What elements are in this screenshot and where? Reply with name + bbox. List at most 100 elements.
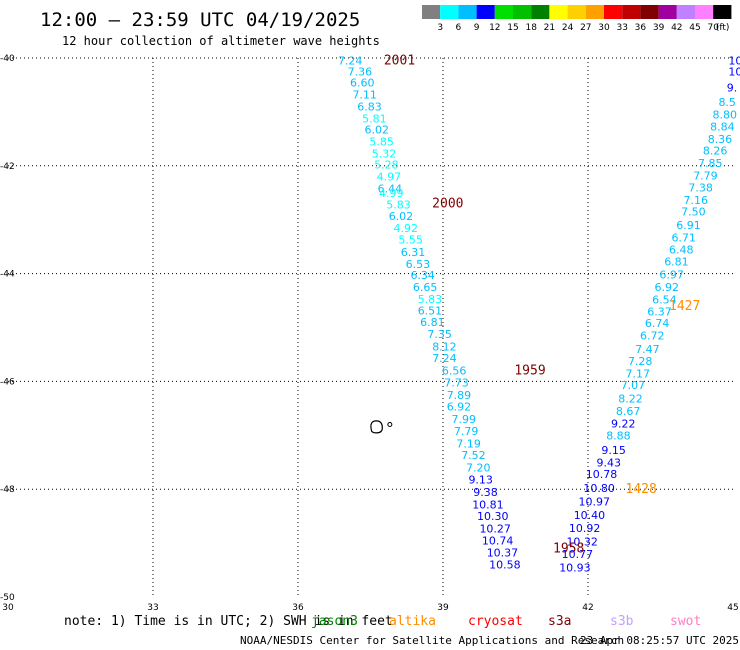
wave-height-label: 10.74 bbox=[482, 534, 514, 547]
wave-height-label: 9.38 bbox=[473, 486, 498, 499]
wave-height-label: 9.13 bbox=[468, 473, 493, 486]
wave-height-label: 4.99 bbox=[379, 187, 404, 200]
wave-height-label: 8.12 bbox=[432, 340, 457, 353]
wave-height-label: 6.97 bbox=[659, 269, 684, 282]
colorbar-swatch bbox=[567, 5, 586, 19]
wave-height-label: 10.93 bbox=[559, 561, 591, 574]
wave-height-label: 6.31 bbox=[401, 246, 426, 259]
satellite-legend-item: swot bbox=[670, 614, 701, 629]
colorbar-swatch bbox=[713, 5, 732, 19]
colorbar-label: 36 bbox=[635, 23, 647, 33]
island-outline bbox=[370, 420, 383, 434]
wave-height-label: 6.92 bbox=[655, 281, 680, 294]
wave-height-label: 6.83 bbox=[357, 101, 382, 114]
colorbar-label: 70 bbox=[707, 23, 719, 33]
wave-height-label: 7.24 bbox=[338, 55, 363, 68]
islands bbox=[370, 420, 393, 434]
wave-height-label: 7.89 bbox=[447, 389, 472, 402]
wave-height-label: 7.85 bbox=[698, 157, 723, 170]
satellite-legend: jason3 altika cryosat s3a s3b swot bbox=[311, 614, 701, 629]
wave-height-label: 6.81 bbox=[664, 256, 689, 269]
colorbar-label: 18 bbox=[525, 23, 537, 33]
lon-tick-label: 45 bbox=[727, 603, 738, 613]
wave-height-label: 7.19 bbox=[456, 437, 481, 450]
wave-height-label: 10.97 bbox=[579, 496, 611, 509]
wave-height-label: 8.5 bbox=[718, 96, 736, 109]
wave-height-label: 10.40 bbox=[574, 509, 606, 522]
wave-height-label: 10.30 bbox=[477, 510, 509, 523]
wave-height-label: 6.37 bbox=[647, 305, 672, 318]
wave-height-label: 7.73 bbox=[444, 376, 469, 389]
colorbar-label: 30 bbox=[598, 23, 610, 33]
lat-tick-label: -50 bbox=[0, 593, 15, 603]
colorbar-swatch bbox=[658, 5, 677, 19]
lon-tick-label: 33 bbox=[147, 603, 158, 613]
wave-height-label: 6.53 bbox=[406, 258, 431, 271]
colorbar-legend: 3 6 9 12 15 18 21 24 27 30 33 36 39 42 45 70(ft) bbox=[422, 5, 732, 33]
wave-height-label: 7.11 bbox=[352, 89, 377, 102]
wave-height-label: 10.58 bbox=[489, 559, 521, 572]
wave-height-label: 9.22 bbox=[611, 417, 636, 430]
wave-height-label: 10.81 bbox=[472, 498, 504, 511]
lat-tick-label: -42 bbox=[0, 162, 15, 172]
colorbar-swatch bbox=[695, 5, 714, 19]
wave-height-label: 6.54 bbox=[652, 293, 677, 306]
wave-height-label: 6.44 bbox=[378, 182, 403, 195]
pass-time-labels: 2001 2000 1959 1958 1427 1428 bbox=[384, 54, 700, 557]
wave-height-label: 5.83 bbox=[418, 293, 443, 306]
wave-height-label: 5.83 bbox=[386, 199, 411, 212]
colorbar-swatch bbox=[604, 5, 623, 19]
wave-height-label: 7.79 bbox=[693, 170, 718, 183]
colorbar-label: 27 bbox=[580, 23, 591, 33]
wave-height-label: 10.77 bbox=[562, 548, 594, 561]
wave-height-label: 6.51 bbox=[418, 304, 443, 317]
wave-height-label: 5.81 bbox=[362, 112, 387, 125]
page-subtitle: 12 hour collection of altimeter wave hei… bbox=[62, 34, 380, 48]
wave-height-label: 6.56 bbox=[442, 365, 467, 378]
colorbar-swatch bbox=[494, 5, 513, 19]
lat-tick-label: -48 bbox=[0, 485, 15, 495]
colorbar-label: 42 bbox=[671, 23, 682, 33]
wave-height-label: 9.15 bbox=[601, 444, 626, 457]
wave-height-label: 10.27 bbox=[479, 523, 511, 536]
colorbar-label: 39 bbox=[653, 23, 665, 33]
wave-height-label: 8.84 bbox=[710, 120, 735, 133]
pass-time-label: 1958 bbox=[553, 541, 584, 556]
wave-height-label: 6.92 bbox=[447, 401, 472, 414]
wave-height-label: 6.72 bbox=[640, 330, 665, 343]
wave-height-label: 7.36 bbox=[348, 65, 373, 78]
wave-height-label: 7.35 bbox=[427, 328, 452, 341]
wave-height-label: 10.80 bbox=[583, 482, 615, 495]
wave-height-label: 7.99 bbox=[452, 413, 477, 426]
colorbar-swatch bbox=[476, 5, 495, 19]
wave-height-label: 6.02 bbox=[365, 124, 390, 137]
island-outline bbox=[387, 422, 393, 428]
colorbar-label: 24 bbox=[562, 23, 574, 33]
wave-height-label: 10 bbox=[728, 65, 740, 78]
wave-height-label: 7.17 bbox=[626, 367, 651, 380]
colorbar-swatch bbox=[422, 5, 441, 19]
wave-height-label: 6.34 bbox=[410, 269, 435, 282]
lon-tick-label: 30 bbox=[2, 603, 14, 613]
wave-height-label: 4.97 bbox=[377, 171, 402, 184]
satellite-legend-item: cryosat bbox=[468, 614, 523, 629]
lon-tick-label: 42 bbox=[582, 603, 593, 613]
colorbar-swatch bbox=[513, 5, 532, 19]
wave-height-label: 7.79 bbox=[454, 425, 479, 438]
satellite-legend-item: s3a bbox=[548, 614, 571, 629]
colorbar-label: 33 bbox=[616, 23, 627, 33]
wave-height-label: 7.50 bbox=[681, 206, 706, 219]
satellite-track: 7.247.366.607.116.835.816.025.855.325.28… bbox=[338, 55, 521, 572]
wave-height-label: 8.36 bbox=[708, 133, 733, 146]
satellite-legend-item: jason3 bbox=[311, 614, 358, 629]
pass-time-label: 2001 bbox=[384, 54, 415, 69]
wave-height-label: 7.47 bbox=[635, 343, 660, 356]
wave-height-label: 8.22 bbox=[618, 393, 643, 406]
satellite-track: 10109.8.58.808.848.368.267.857.797.387.1… bbox=[559, 55, 740, 575]
wave-height-label: 6.71 bbox=[671, 231, 696, 244]
lon-tick-label: 39 bbox=[437, 603, 449, 613]
colorbar-label: 15 bbox=[507, 23, 518, 33]
map-grid: 30 33 36 39 42 45 -40 -42 -44 -46 -48 -50 bbox=[0, 54, 739, 613]
wave-height-label: 8.26 bbox=[703, 145, 728, 158]
